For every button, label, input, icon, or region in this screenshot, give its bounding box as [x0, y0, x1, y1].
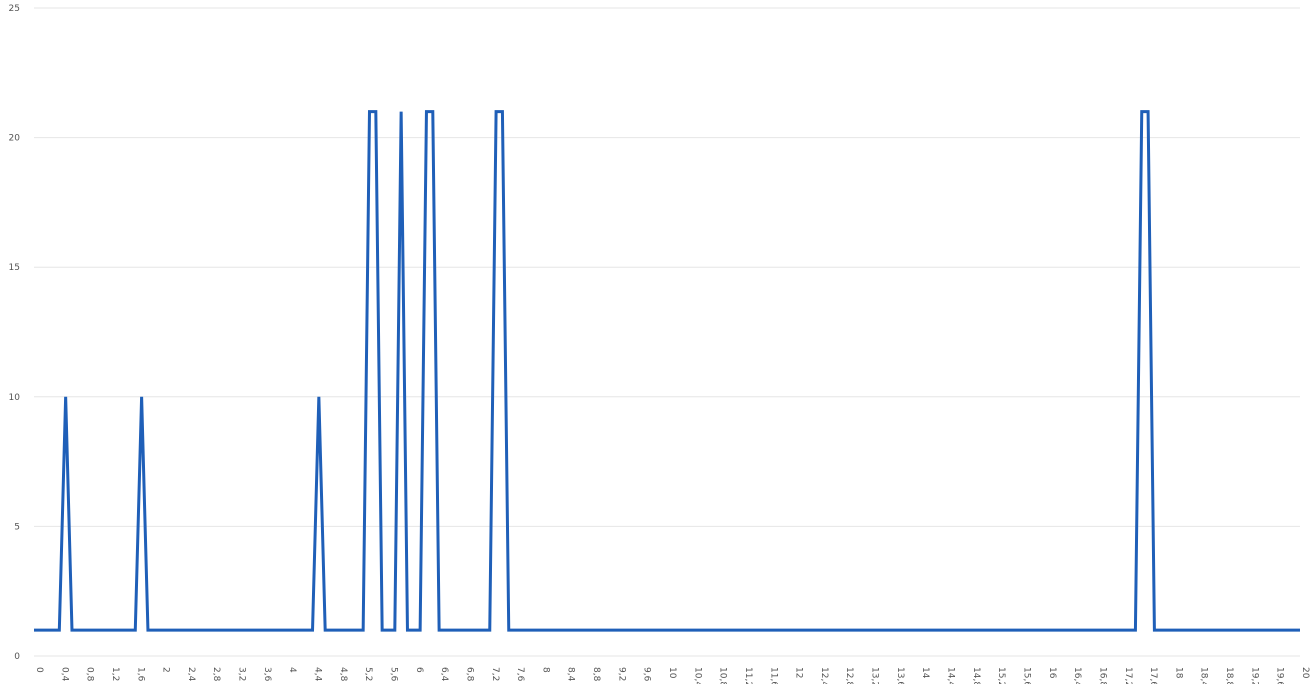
- x-tick-label: 0,8: [85, 667, 95, 682]
- x-tick-label: 18: [1173, 667, 1183, 679]
- x-tick-label: 10: [667, 667, 677, 679]
- y-axis-ticks: 0 5 10 15 20 25: [9, 4, 21, 662]
- x-tick-label: 12: [794, 667, 804, 678]
- x-tick-label: 19,6: [1275, 667, 1285, 684]
- x-tick-label: 12,8: [844, 667, 854, 684]
- x-tick-label: 11,2: [743, 667, 753, 684]
- x-tick-label: 7,6: [515, 667, 525, 682]
- y-tick-label: 10: [9, 393, 21, 403]
- x-tick-label: 19,2: [1249, 667, 1259, 684]
- x-tick-label: 15,2: [996, 667, 1006, 684]
- x-tick-label: 18,8: [1224, 667, 1234, 684]
- x-tick-label: 0,4: [59, 667, 69, 682]
- x-tick-label: 2,4: [186, 667, 196, 682]
- x-tick-label: 16: [1047, 667, 1057, 679]
- y-tick-label: 20: [9, 134, 21, 144]
- x-tick-label: 10,4: [692, 667, 702, 684]
- x-tick-label: 10,8: [718, 667, 728, 684]
- x-tick-label: 14,8: [971, 667, 981, 684]
- x-tick-label: 17,2: [1123, 667, 1133, 684]
- x-tick-label: 13,6: [895, 667, 905, 684]
- x-tick-label: 17,6: [1148, 667, 1158, 684]
- x-tick-label: 6: [414, 667, 424, 673]
- x-tick-label: 9,2: [616, 667, 626, 681]
- x-tick-label: 4,8: [338, 667, 348, 682]
- x-tick-label: 4: [287, 667, 297, 673]
- y-tick-label: 15: [9, 263, 20, 273]
- x-tick-label: 16,4: [1072, 667, 1082, 684]
- x-tick-label: 6,4: [439, 667, 449, 682]
- x-tick-label: 3,2: [237, 667, 247, 681]
- x-tick-label: 6,8: [464, 667, 474, 682]
- y-tick-label: 5: [14, 522, 20, 532]
- x-tick-label: 0: [34, 667, 44, 673]
- x-tick-label: 1,2: [110, 667, 120, 681]
- x-tick-label: 14,4: [946, 667, 956, 684]
- x-tick-label: 8,4: [566, 667, 576, 682]
- y-tick-label: 25: [9, 4, 20, 14]
- series-line: [34, 110, 1300, 632]
- x-tick-label: 9,6: [642, 667, 652, 682]
- x-axis-ticks: 0 0,4 0,8 1,2 1,6 2 2,4 2,8 3,2 3,6 4 4,4 4,8 5,2 5,6 6…: [34, 667, 1310, 684]
- x-tick-label: 2: [161, 667, 171, 673]
- x-tick-label: 8: [540, 667, 550, 673]
- x-tick-label: 18,4: [1199, 667, 1209, 684]
- x-tick-label: 11,6: [768, 667, 778, 684]
- x-tick-label: 15,6: [1021, 667, 1031, 684]
- x-tick-label: 4,4: [313, 667, 323, 682]
- x-tick-label: 1,6: [135, 667, 145, 682]
- x-tick-label: 12,4: [819, 667, 829, 684]
- x-tick-label: 2,8: [211, 667, 221, 682]
- series-layer: [34, 110, 1300, 632]
- x-tick-label: 16,8: [1097, 667, 1107, 684]
- x-tick-label: 8,8: [591, 667, 601, 682]
- x-tick-label: 7,2: [490, 667, 500, 681]
- x-tick-label: 20: [1300, 667, 1310, 679]
- x-tick-label: 13,2: [870, 667, 880, 684]
- x-tick-label: 14: [920, 667, 930, 679]
- x-tick-label: 5,2: [363, 667, 373, 681]
- y-tick-label: 0: [14, 652, 20, 662]
- grid: [34, 7, 1300, 657]
- x-tick-label: 5,6: [388, 667, 398, 682]
- x-tick-label: 3,6: [262, 667, 272, 682]
